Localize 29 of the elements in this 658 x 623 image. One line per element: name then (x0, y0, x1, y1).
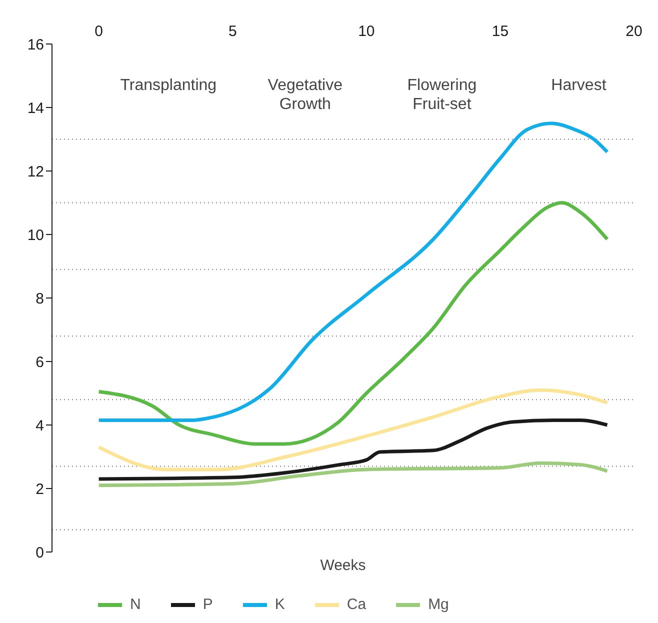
y-tick-label: 8 (36, 290, 44, 308)
x-tick-label: 5 (228, 23, 237, 40)
y-tick-label: 12 (27, 163, 44, 180)
y-tick-label: 6 (36, 354, 44, 371)
line-series (97, 122, 609, 422)
x-tick-label: 10 (358, 23, 375, 40)
x-axis-title: Weeks (319, 557, 367, 574)
line-series (97, 388, 609, 472)
y-tick-label: 0 (36, 544, 44, 562)
annotation: Harvest (550, 76, 608, 95)
legend-label: Ca (346, 596, 366, 613)
annotation: Vegetative Growth (266, 76, 344, 114)
legend-label: P (202, 596, 213, 613)
legend-label: Mg (427, 596, 449, 613)
y-tick-label: 2 (36, 480, 44, 498)
y-tick-label: 14 (27, 100, 44, 117)
annotation: Flowering Fruit-set (406, 76, 478, 114)
x-tick-label: 0 (94, 23, 103, 40)
legend-label: K (274, 596, 285, 613)
line-series (97, 201, 609, 446)
annotation: Transplanting (119, 76, 218, 95)
x-tick-label: 20 (626, 23, 642, 40)
y-tick-label: 16 (27, 36, 44, 54)
x-tick-label: 15 (492, 23, 509, 40)
legend-label: N (129, 596, 141, 613)
line-series (97, 461, 609, 488)
y-tick-label: 10 (27, 226, 44, 244)
y-tick-label: 4 (36, 417, 44, 434)
line-series (97, 418, 609, 481)
